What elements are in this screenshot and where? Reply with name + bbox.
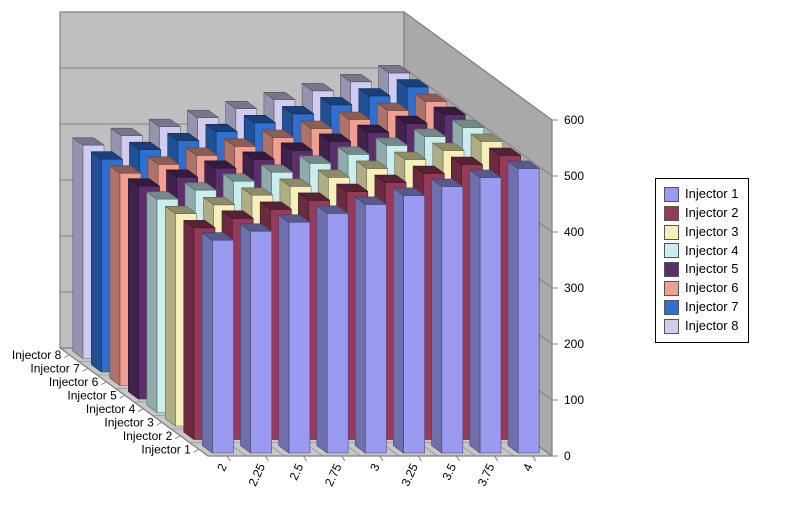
x-tick-label: 2: [214, 461, 230, 473]
y-tick-label: 600: [564, 113, 584, 127]
legend-swatch: [664, 187, 679, 202]
legend-item: Injector 4: [664, 242, 738, 261]
legend-item: Injector 6: [664, 279, 738, 298]
x-tick-label: 2.75: [322, 461, 345, 488]
legend-swatch: [664, 206, 679, 221]
legend-swatch: [664, 300, 679, 315]
legend-item: Injector 5: [664, 260, 738, 279]
y-tick-label: 400: [564, 225, 584, 239]
legend-label: Injector 7: [685, 298, 738, 317]
x-tick-label: 2.25: [245, 461, 268, 488]
legend: Injector 1Injector 2Injector 3Injector 4…: [655, 178, 749, 343]
z-tick-label: Injector 2: [123, 429, 173, 443]
legend-label: Injector 6: [685, 279, 738, 298]
legend-label: Injector 3: [685, 223, 738, 242]
legend-label: Injector 8: [685, 317, 738, 336]
y-tick-label: 500: [564, 169, 584, 183]
legend-item: Injector 2: [664, 204, 738, 223]
legend-label: Injector 5: [685, 260, 738, 279]
x-tick-label: 3.75: [475, 461, 498, 488]
legend-swatch: [664, 319, 679, 334]
x-tick-label: 3.5: [439, 461, 459, 482]
legend-item: Injector 1: [664, 185, 738, 204]
y-tick-label: 200: [564, 337, 584, 351]
y-tick-label: 300: [564, 281, 584, 295]
z-tick-label: Injector 4: [86, 402, 136, 416]
x-tick-label: 3.25: [398, 461, 421, 488]
legend-item: Injector 7: [664, 298, 738, 317]
x-tick-label: 3: [367, 461, 383, 473]
z-tick-label: Injector 5: [67, 388, 117, 402]
legend-swatch: [664, 262, 679, 277]
legend-swatch: [664, 225, 679, 240]
z-tick-label: Injector 7: [30, 361, 80, 375]
chart-stage: 0 100 200 300 400 500 600 2 2.25 2.5 2.75 3 3.25 3.5 3…: [0, 0, 800, 519]
y-tick-label: 100: [564, 393, 584, 407]
legend-label: Injector 2: [685, 204, 738, 223]
legend-swatch: [664, 243, 679, 258]
z-tick-label: Injector 8: [12, 348, 62, 362]
legend-label: Injector 4: [685, 242, 738, 261]
legend-item: Injector 3: [664, 223, 738, 242]
z-tick-label: Injector 6: [49, 375, 99, 389]
z-tick-label: Injector 3: [104, 415, 154, 429]
x-tick-label: 4: [520, 461, 536, 473]
legend-swatch: [664, 281, 679, 296]
y-tick-label: 0: [564, 449, 571, 463]
x-tick-label: 2.5: [287, 461, 307, 482]
legend-label: Injector 1: [685, 185, 738, 204]
z-tick-label: Injector 1: [141, 442, 191, 456]
legend-item: Injector 8: [664, 317, 738, 336]
